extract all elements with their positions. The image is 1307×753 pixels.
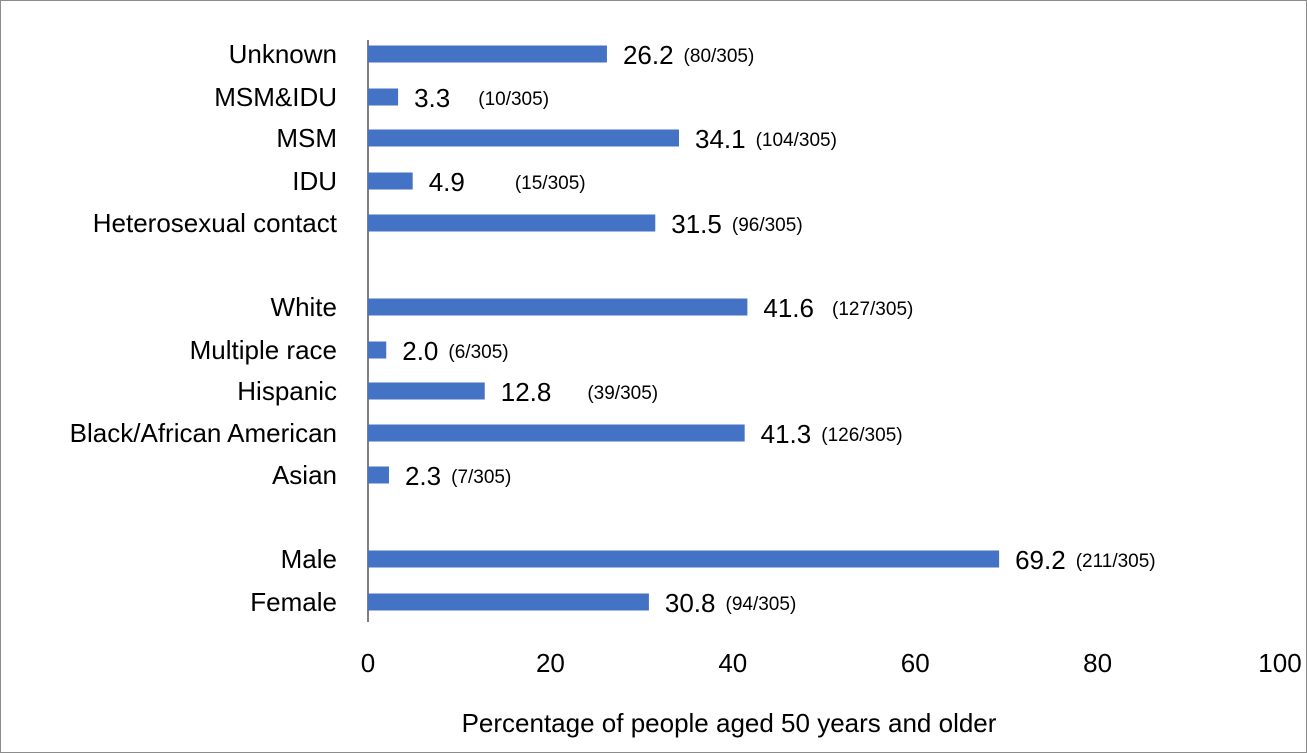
- category-label: Asian: [272, 460, 337, 490]
- x-tick-label: 20: [536, 648, 565, 678]
- category-label: Male: [281, 544, 337, 574]
- bar: [368, 298, 748, 316]
- value-label: 12.8: [501, 377, 552, 407]
- count-label: (127/305): [832, 299, 913, 320]
- count-label: (7/305): [451, 467, 511, 488]
- value-label: 4.9: [429, 167, 465, 197]
- bar: [368, 593, 649, 611]
- x-tick-label: 40: [718, 648, 747, 678]
- category-label: Female: [250, 587, 337, 617]
- value-label: 41.6: [763, 293, 814, 323]
- category-label: Multiple race: [190, 335, 337, 365]
- category-label: MSM: [276, 123, 337, 153]
- bar: [368, 129, 679, 147]
- count-label: (39/305): [587, 383, 658, 404]
- bar: [368, 45, 607, 63]
- count-label: (80/305): [684, 46, 755, 67]
- count-label: (96/305): [732, 215, 803, 236]
- value-label: 26.2: [623, 40, 674, 70]
- value-label: 2.3: [405, 461, 441, 491]
- x-tick-label: 100: [1258, 648, 1301, 678]
- category-label: Unknown: [229, 39, 337, 69]
- count-label: (104/305): [756, 130, 837, 151]
- bar: [368, 214, 656, 232]
- bar: [368, 550, 1000, 568]
- count-label: (94/305): [726, 594, 797, 615]
- x-tick-label: 0: [361, 648, 375, 678]
- x-tick-label: 60: [901, 648, 930, 678]
- value-label: 3.3: [414, 83, 450, 113]
- x-tick-label: 80: [1083, 648, 1112, 678]
- category-label: White: [271, 292, 337, 322]
- count-label: (126/305): [821, 425, 902, 446]
- count-label: (6/305): [448, 342, 508, 363]
- category-label: IDU: [292, 166, 337, 196]
- bar: [368, 88, 399, 106]
- bar: [368, 341, 387, 359]
- count-label: (15/305): [515, 173, 586, 194]
- value-label: 2.0: [402, 336, 438, 366]
- count-label: (211/305): [1076, 551, 1156, 572]
- value-label: 30.8: [665, 588, 716, 618]
- bar: [368, 172, 413, 190]
- value-label: 41.3: [761, 419, 812, 449]
- category-label: Black/African American: [70, 418, 337, 448]
- value-label: 34.1: [695, 124, 746, 154]
- bar: [368, 382, 485, 400]
- category-label: MSM&IDU: [214, 82, 337, 112]
- value-label: 69.2: [1015, 545, 1066, 575]
- x-axis-title: Percentage of people aged 50 years and o…: [462, 708, 997, 738]
- bar: [368, 466, 389, 484]
- category-label: Hispanic: [237, 376, 337, 406]
- category-label: Heterosexual contact: [93, 208, 338, 238]
- bar: [368, 424, 745, 442]
- count-label: (10/305): [478, 89, 549, 110]
- value-label: 31.5: [671, 209, 722, 239]
